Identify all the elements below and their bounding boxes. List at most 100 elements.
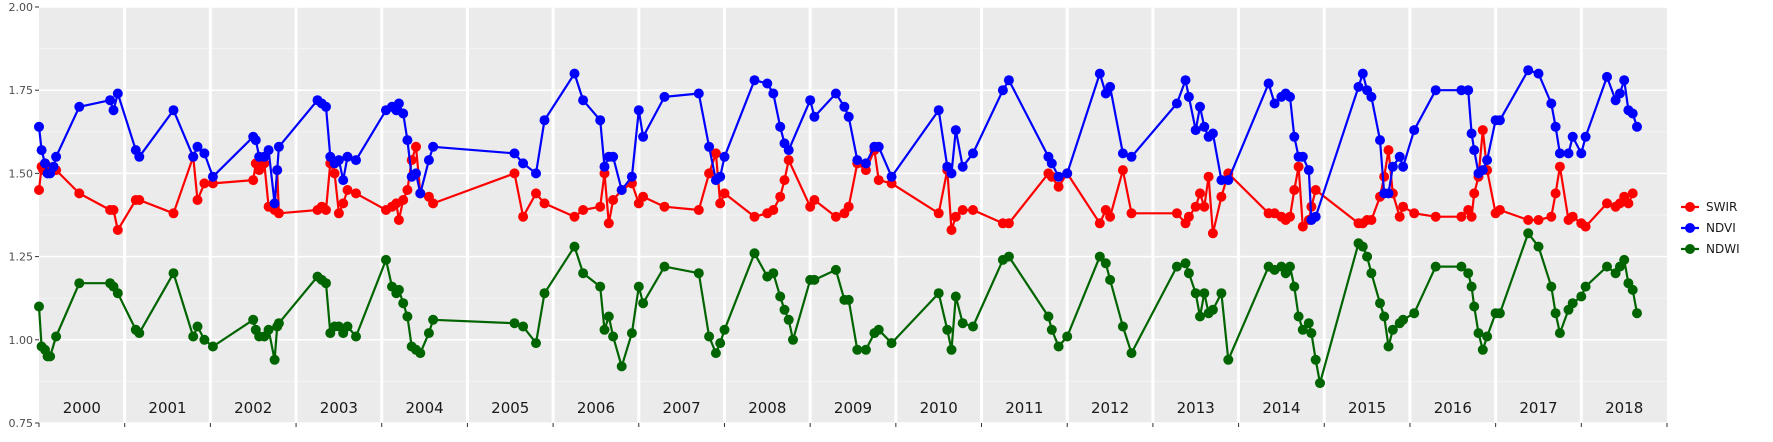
- data-point: [531, 168, 541, 179]
- data-point: [830, 88, 841, 99]
- data-point: [1466, 281, 1477, 292]
- y-tick-label: 1.00: [9, 334, 34, 347]
- data-point: [381, 254, 391, 265]
- legend-key-point: [1685, 202, 1695, 212]
- data-point: [1117, 148, 1128, 159]
- data-point: [1195, 101, 1205, 112]
- year-label: 2002: [234, 399, 272, 417]
- data-point: [715, 171, 726, 182]
- data-point: [1576, 291, 1587, 302]
- data-point: [188, 151, 199, 162]
- legend-item-ndwi: NDWI: [1681, 242, 1740, 256]
- data-point: [351, 155, 361, 166]
- data-point: [342, 321, 353, 332]
- data-point: [638, 191, 649, 202]
- legend-item-swir: SWIR: [1681, 200, 1737, 214]
- data-point: [1602, 261, 1612, 272]
- data-point: [1477, 344, 1488, 355]
- data-point: [393, 98, 404, 109]
- data-point: [968, 321, 978, 332]
- data-point: [351, 188, 361, 199]
- data-point: [719, 188, 730, 199]
- year-label: 2001: [148, 399, 186, 417]
- data-point: [1409, 308, 1420, 319]
- data-point: [1383, 188, 1394, 199]
- data-point: [338, 175, 349, 186]
- data-point: [710, 148, 721, 159]
- data-point: [351, 331, 361, 342]
- data-point: [950, 211, 961, 222]
- data-point: [768, 205, 779, 215]
- data-point: [423, 328, 434, 339]
- data-point: [1533, 241, 1544, 252]
- data-point: [518, 321, 529, 332]
- data-point: [1171, 208, 1182, 219]
- data-point: [1353, 81, 1364, 92]
- data-point: [1053, 341, 1064, 352]
- data-point: [693, 205, 704, 215]
- data-point: [273, 141, 284, 152]
- data-point: [518, 211, 529, 222]
- data-point: [1289, 185, 1300, 195]
- data-point: [1216, 175, 1227, 186]
- data-point: [199, 148, 210, 159]
- data-point: [608, 331, 619, 342]
- data-point: [1190, 125, 1201, 136]
- series-layer: [34, 65, 1642, 389]
- data-point: [659, 201, 670, 212]
- data-point: [809, 195, 820, 205]
- data-point: [1482, 155, 1493, 166]
- data-point: [269, 354, 280, 365]
- data-point: [1466, 211, 1477, 222]
- data-point: [1554, 328, 1565, 339]
- year-label: 2003: [320, 399, 358, 417]
- data-point: [199, 334, 210, 345]
- data-point: [749, 75, 760, 86]
- data-point: [599, 324, 610, 335]
- data-point: [1383, 341, 1394, 352]
- data-point: [273, 318, 284, 329]
- data-point: [1627, 108, 1638, 119]
- data-point: [248, 175, 259, 186]
- legend-label: SWIR: [1706, 200, 1737, 214]
- data-point: [1357, 68, 1368, 79]
- data-point: [704, 141, 715, 152]
- data-point: [843, 201, 854, 212]
- data-point: [168, 208, 179, 219]
- data-point: [1310, 185, 1321, 195]
- data-point: [1171, 261, 1182, 272]
- data-point: [1456, 211, 1467, 222]
- data-point: [1477, 165, 1488, 176]
- data-point: [783, 155, 794, 166]
- data-point: [1546, 98, 1557, 109]
- data-point: [1580, 131, 1591, 142]
- data-point: [1563, 148, 1574, 159]
- data-point: [1190, 201, 1201, 212]
- data-point: [1315, 378, 1325, 389]
- data-point: [595, 201, 606, 212]
- data-point: [595, 281, 606, 292]
- data-point: [638, 131, 649, 142]
- data-point: [134, 328, 145, 339]
- data-point: [704, 168, 715, 179]
- data-point: [1183, 268, 1194, 279]
- data-point: [263, 145, 274, 156]
- data-point: [1482, 331, 1493, 342]
- data-point: [1580, 221, 1591, 232]
- data-point: [321, 278, 331, 289]
- data-point: [134, 195, 145, 205]
- data-point: [423, 155, 434, 166]
- data-point: [942, 324, 953, 335]
- data-point: [1627, 188, 1638, 199]
- data-point: [74, 278, 85, 289]
- data-point: [411, 141, 421, 152]
- data-point: [74, 188, 85, 199]
- data-point: [779, 304, 790, 315]
- data-point: [1533, 215, 1544, 225]
- data-point: [599, 161, 610, 172]
- data-point: [788, 334, 798, 345]
- data-point: [250, 135, 261, 146]
- data-point: [809, 274, 820, 285]
- data-point: [569, 211, 580, 222]
